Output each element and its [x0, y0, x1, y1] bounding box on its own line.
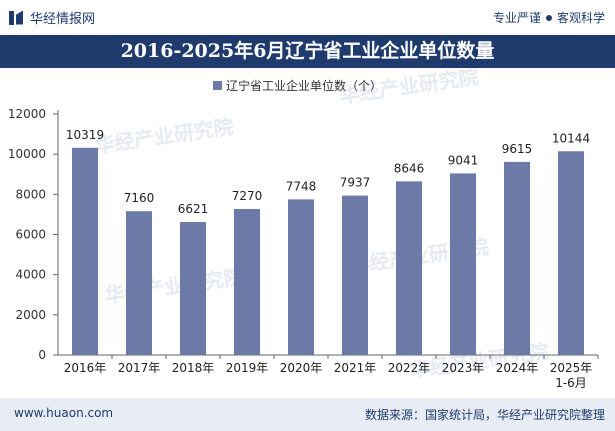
tagline: 专业严谨 客观科学: [493, 9, 605, 26]
footer-url: www.huaon.com: [14, 406, 114, 420]
data-label: 10319: [66, 128, 104, 142]
data-label: 9041: [448, 153, 479, 167]
data-label: 6621: [178, 202, 209, 216]
data-label: 7937: [340, 176, 371, 190]
data-label: 7748: [286, 179, 317, 193]
x-tick-label: 2020年: [280, 361, 323, 375]
chart-title: 2016-2025年6月辽宁省工业企业单位数量: [0, 35, 615, 68]
footer-source: 数据来源：国家统计局，华经产业研究院整理: [364, 408, 605, 422]
bar: [288, 199, 314, 355]
bar: [234, 208, 260, 355]
x-tick-label: 2018年: [172, 361, 215, 375]
y-tick-label: 4000: [15, 268, 46, 282]
bar: [180, 222, 206, 355]
footer: www.huaon.com 数据来源：国家统计局，华经产业研究院整理: [0, 398, 615, 431]
brand-name: 华经情报网: [30, 12, 96, 27]
top-bar: 华经情报网 专业严谨 客观科学: [0, 0, 615, 34]
bar: [72, 147, 98, 355]
data-label: 9615: [502, 142, 533, 156]
tagline-right: 客观科学: [556, 11, 605, 25]
bar: [126, 211, 152, 355]
bar-chart: 华经产业研究院华经产业研究院华经产业研究院华经产业研究院华经产业研究院辽宁省工业…: [8, 68, 599, 390]
logo-icon: [8, 10, 24, 26]
bar: [558, 151, 584, 355]
watermark-text: 华经产业研究院: [103, 264, 245, 307]
brand: 华经情报网: [8, 8, 95, 27]
y-tick-label: 8000: [15, 187, 46, 201]
x-tick-label: 2023年: [442, 361, 485, 375]
bar: [450, 173, 476, 355]
legend-label: 辽宁省工业企业单位数（个）: [226, 78, 382, 93]
legend-swatch: [213, 81, 222, 90]
x-tick-label: 2019年: [226, 361, 269, 375]
data-label: 7270: [232, 189, 263, 203]
watermark-text: 华经产业研究院: [93, 114, 235, 157]
tagline-left: 专业严谨: [492, 11, 541, 25]
data-label: 10144: [552, 131, 590, 145]
bar: [396, 181, 422, 355]
data-label: 8646: [394, 161, 425, 175]
y-tick-label: 12000: [8, 107, 46, 121]
x-tick-label: 2016年: [64, 361, 107, 375]
y-tick-label: 6000: [15, 228, 46, 242]
y-tick-label: 0: [38, 348, 46, 362]
x-tick-label: 2024年: [496, 361, 539, 375]
bar: [504, 161, 530, 355]
dot-icon: [545, 14, 552, 21]
y-tick-label: 10000: [8, 147, 46, 161]
x-tick-label: 2022年: [388, 361, 431, 375]
data-label: 7160: [124, 191, 155, 205]
x-tick-label: 2021年: [334, 361, 377, 375]
y-tick-label: 2000: [15, 308, 46, 322]
bar: [342, 195, 368, 355]
x-tick-label: 2025年 1-6月: [550, 361, 593, 390]
x-tick-label: 2017年: [118, 361, 161, 375]
